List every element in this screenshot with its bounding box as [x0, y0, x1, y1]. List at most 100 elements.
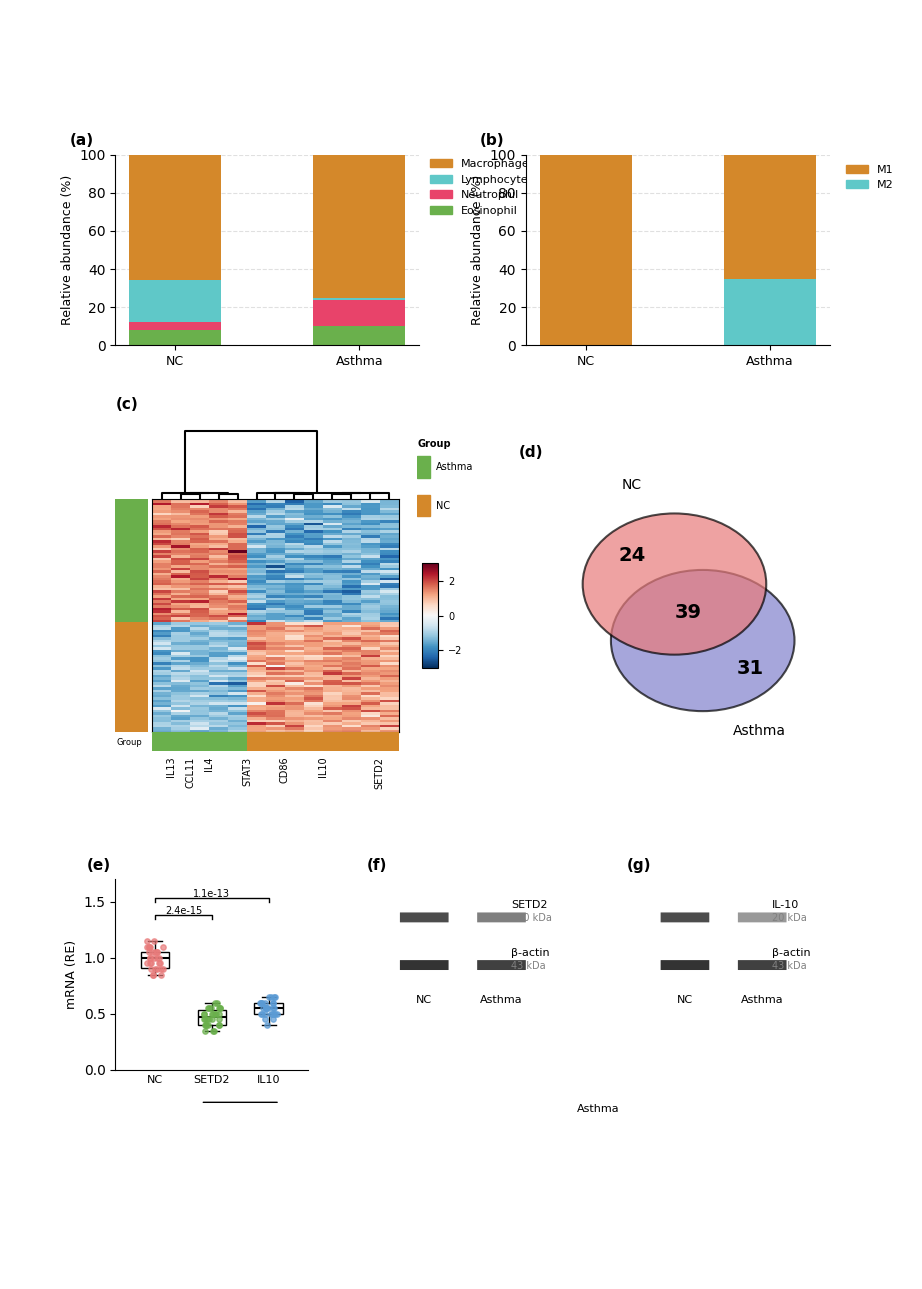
Bar	[313, 326, 406, 345]
Point	[261, 998, 276, 1018]
Point	[212, 998, 227, 1018]
Bar	[129, 322, 221, 330]
Y-axis label: Relative abundance (%): Relative abundance (%)	[471, 175, 484, 325]
Bar	[313, 298, 406, 299]
Text: 20 kDa: 20 kDa	[772, 913, 807, 923]
Text: β-actin: β-actin	[511, 947, 550, 958]
Point	[206, 1021, 220, 1042]
Text: 2.4e-15: 2.4e-15	[165, 906, 202, 916]
Point	[201, 1009, 216, 1030]
FancyBboxPatch shape	[738, 960, 786, 971]
Point	[151, 953, 166, 973]
Point	[145, 942, 160, 963]
Bar	[313, 155, 406, 298]
Point	[253, 993, 267, 1013]
Point	[141, 936, 156, 956]
FancyBboxPatch shape	[738, 913, 786, 923]
Point	[212, 1004, 227, 1025]
Text: NC: NC	[622, 478, 642, 492]
Y-axis label: Relative abundance (%): Relative abundance (%)	[61, 175, 74, 325]
Point	[211, 1009, 226, 1030]
Text: (b): (b)	[480, 133, 504, 148]
Point	[201, 1014, 216, 1035]
Text: 31: 31	[738, 659, 764, 678]
Text: 24: 24	[619, 547, 645, 566]
Point	[197, 1014, 212, 1035]
Point	[198, 1021, 213, 1042]
Bar	[313, 299, 406, 326]
Point	[211, 1014, 226, 1035]
Point	[147, 947, 161, 968]
Point	[149, 942, 164, 963]
Point	[207, 1004, 221, 1025]
Point	[142, 947, 157, 968]
Point	[257, 1009, 272, 1030]
FancyBboxPatch shape	[400, 960, 449, 971]
FancyBboxPatch shape	[418, 456, 430, 477]
Text: SETD2: SETD2	[511, 900, 548, 910]
Point	[144, 959, 159, 980]
FancyBboxPatch shape	[661, 960, 709, 971]
FancyBboxPatch shape	[400, 913, 449, 923]
Text: Asthma: Asthma	[741, 995, 784, 1005]
FancyBboxPatch shape	[478, 913, 526, 923]
Point	[267, 1004, 282, 1025]
Point	[267, 986, 282, 1007]
Text: CD86: CD86	[280, 757, 290, 784]
Point	[209, 993, 224, 1013]
Point	[153, 964, 168, 985]
Bar	[539, 155, 632, 345]
Text: Group: Group	[418, 438, 451, 449]
Point	[266, 993, 280, 1013]
Point	[197, 1009, 212, 1030]
Text: CCL11: CCL11	[185, 757, 195, 788]
Point	[142, 942, 157, 963]
Point	[212, 998, 227, 1018]
Point	[196, 1004, 211, 1025]
Text: (g): (g)	[627, 857, 652, 873]
Text: β-actin: β-actin	[772, 947, 810, 958]
Text: 43 kDa: 43 kDa	[772, 960, 807, 971]
Ellipse shape	[611, 570, 795, 712]
Point	[197, 1009, 212, 1030]
Point	[266, 993, 280, 1013]
Point	[144, 953, 159, 973]
Point	[200, 998, 215, 1018]
Text: (a): (a)	[70, 133, 94, 148]
Point	[143, 953, 158, 973]
Point	[212, 1014, 227, 1035]
Point	[151, 947, 166, 968]
Point	[262, 986, 277, 1007]
Point	[254, 1004, 268, 1025]
Point	[266, 1004, 281, 1025]
Text: NC: NC	[677, 995, 693, 1005]
Text: IL13: IL13	[166, 757, 176, 777]
Point	[207, 1021, 221, 1042]
FancyBboxPatch shape	[661, 913, 709, 923]
Point	[259, 1014, 274, 1035]
Text: NC: NC	[416, 995, 432, 1005]
Text: 39: 39	[675, 603, 702, 621]
Point	[146, 964, 160, 985]
Text: 43 kDa: 43 kDa	[511, 960, 546, 971]
Text: (e): (e)	[87, 857, 111, 873]
Point	[142, 936, 157, 956]
Text: 1.1e-13: 1.1e-13	[194, 889, 230, 900]
FancyBboxPatch shape	[418, 495, 430, 516]
Text: IL-10: IL-10	[772, 900, 799, 910]
Point	[258, 1004, 273, 1025]
Point	[266, 1009, 280, 1030]
Bar	[129, 330, 221, 345]
Point	[207, 1004, 222, 1025]
Point	[266, 998, 280, 1018]
Point	[209, 1004, 224, 1025]
Point	[264, 1004, 278, 1025]
Text: Asthma: Asthma	[577, 1103, 620, 1114]
Point	[139, 953, 154, 973]
Point	[140, 931, 155, 951]
Point	[199, 1014, 214, 1035]
Text: IL4: IL4	[204, 757, 214, 771]
Point	[205, 1009, 219, 1030]
Text: 120 kDa: 120 kDa	[511, 913, 552, 923]
Point	[265, 1004, 279, 1025]
